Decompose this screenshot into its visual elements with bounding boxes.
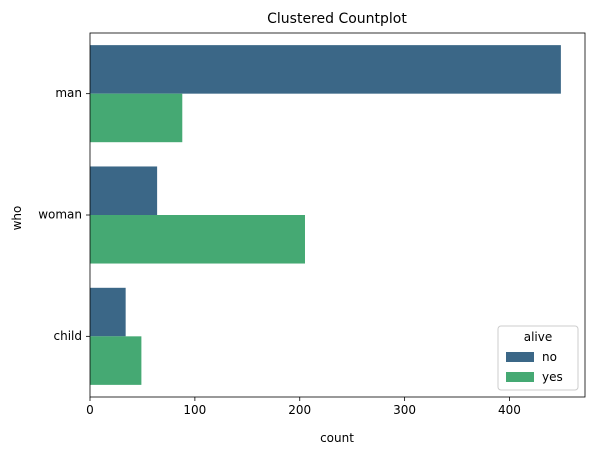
- y-tick-label-child: child: [54, 329, 83, 343]
- x-tick-label-400: 400: [498, 403, 521, 417]
- bars-layer: [90, 45, 561, 385]
- chart-title: Clustered Countplot: [267, 11, 407, 27]
- legend-swatch-yes: [506, 372, 534, 382]
- x-tick-label-200: 200: [288, 403, 311, 417]
- y-tick-label-man: man: [55, 86, 82, 100]
- bar-woman-no: [90, 166, 158, 215]
- y-ticks: man woman child: [38, 86, 90, 343]
- bar-man-yes: [90, 93, 183, 143]
- legend-swatch-no: [506, 352, 534, 362]
- y-tick-label-woman: woman: [38, 208, 82, 222]
- x-axis-label: count: [320, 431, 354, 445]
- bar-man-no: [90, 45, 561, 94]
- x-tick-label-100: 100: [183, 403, 206, 417]
- bar-child-no: [90, 287, 126, 337]
- x-ticks: 0 100 200 300 400: [86, 397, 521, 417]
- y-axis-label: who: [10, 206, 24, 231]
- legend-label-yes: yes: [542, 370, 563, 384]
- bar-woman-yes: [90, 215, 305, 264]
- legend-label-no: no: [542, 350, 557, 364]
- x-tick-label-0: 0: [86, 403, 94, 417]
- legend: alive no yes: [497, 325, 579, 391]
- x-tick-label-300: 300: [393, 403, 416, 417]
- legend-title: alive: [524, 330, 553, 344]
- bar-child-yes: [90, 336, 142, 385]
